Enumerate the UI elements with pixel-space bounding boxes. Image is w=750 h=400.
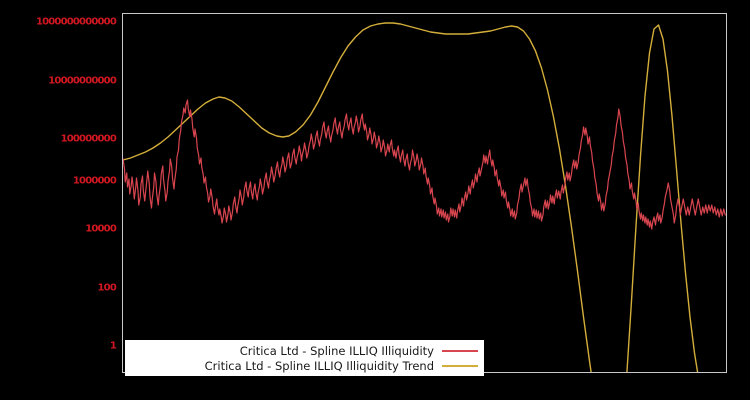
legend-label-trend: Critica Ltd - Spline ILLIQ Illiquidity T…	[204, 358, 434, 373]
y-tick-label: 1000000000000	[35, 16, 117, 28]
legend-swatch-illiq	[442, 349, 478, 352]
y-tick-label: 10000	[85, 223, 117, 235]
y-tick-label: 1000000	[72, 175, 117, 187]
y-tick-label: 100000000	[60, 133, 117, 145]
series-line-trend	[123, 22, 699, 372]
plot-area	[122, 13, 727, 373]
y-tick-label: 1	[109, 340, 117, 352]
legend-item-trend: Critica Ltd - Spline ILLIQ Illiquidity T…	[125, 358, 484, 373]
chart-legend: Critica Ltd - Spline ILLIQ Illiquidity C…	[125, 340, 484, 376]
y-tick-label: 100	[97, 282, 117, 294]
legend-swatch-trend	[442, 364, 478, 367]
y-tick-label: 10000000000	[48, 75, 117, 87]
legend-label-illiq: Critica Ltd - Spline ILLIQ Illiquidity	[239, 343, 434, 358]
legend-item-illiq: Critica Ltd - Spline ILLIQ Illiquidity	[125, 343, 484, 358]
series-line-illiq	[123, 99, 726, 230]
series-canvas	[123, 22, 726, 372]
